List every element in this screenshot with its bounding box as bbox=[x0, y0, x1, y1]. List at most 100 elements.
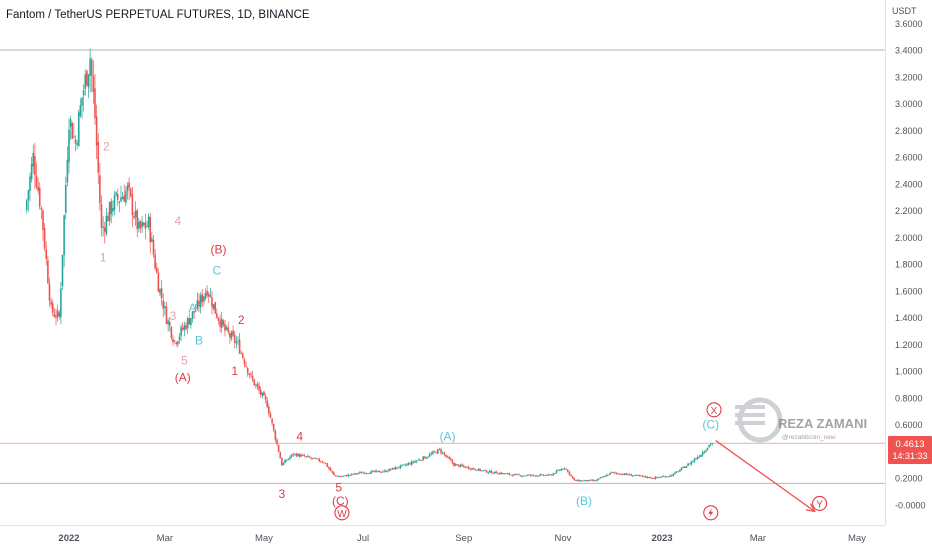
candle-body bbox=[409, 463, 411, 464]
candle-body bbox=[627, 474, 629, 475]
candle-body bbox=[580, 480, 582, 481]
candle-body bbox=[63, 215, 65, 255]
candle-body bbox=[294, 454, 296, 455]
candle-body bbox=[136, 210, 138, 229]
candle-body bbox=[677, 471, 679, 472]
wave-label: (A) bbox=[440, 430, 456, 444]
candle-body bbox=[41, 208, 43, 210]
candle-body bbox=[275, 431, 277, 440]
candle-body bbox=[297, 454, 299, 456]
candle-body bbox=[660, 477, 662, 478]
candle-body bbox=[278, 445, 280, 452]
candle-body bbox=[470, 469, 472, 470]
wave-label: (C) bbox=[702, 418, 719, 432]
candle-body bbox=[250, 374, 252, 375]
candle-body bbox=[444, 453, 446, 455]
candle-body bbox=[364, 473, 366, 474]
y-tick-label: 1.8000 bbox=[895, 260, 923, 270]
candle-body bbox=[219, 320, 221, 326]
wave-label: (A) bbox=[175, 371, 191, 385]
candle-body bbox=[697, 457, 699, 459]
candle-body bbox=[114, 195, 116, 210]
candle-body bbox=[91, 59, 93, 76]
candle-body bbox=[556, 471, 558, 474]
candle-body bbox=[172, 339, 174, 342]
candle-body bbox=[119, 202, 121, 203]
candle-body bbox=[291, 454, 293, 456]
currency-label: USDT bbox=[892, 6, 917, 16]
candle-body bbox=[34, 156, 36, 175]
candle-body bbox=[614, 472, 616, 473]
candle-body bbox=[154, 255, 156, 269]
candle-body bbox=[634, 475, 636, 476]
candle-body bbox=[679, 470, 681, 472]
candle-body bbox=[317, 459, 319, 460]
candle-body bbox=[42, 210, 44, 230]
candle-body bbox=[128, 182, 130, 187]
candle-body bbox=[489, 471, 491, 472]
y-tick-label: 0.8000 bbox=[895, 393, 923, 403]
candle-body bbox=[232, 331, 234, 336]
candle-body bbox=[664, 476, 666, 477]
candle-body bbox=[398, 468, 400, 469]
candle-body bbox=[36, 176, 38, 187]
candle-body bbox=[224, 324, 226, 331]
x-tick-label: 2023 bbox=[651, 533, 672, 544]
candle-body bbox=[510, 475, 512, 476]
candle-body bbox=[67, 160, 69, 183]
candle-body bbox=[655, 477, 657, 479]
candle-body bbox=[361, 472, 363, 473]
candle-body bbox=[434, 451, 436, 452]
candle-body bbox=[253, 379, 255, 385]
candle-body bbox=[356, 473, 358, 474]
candle-body bbox=[68, 130, 70, 163]
watermark-stripe bbox=[735, 413, 765, 417]
x-tick-label: Mar bbox=[750, 533, 766, 544]
candle-body bbox=[107, 216, 109, 222]
candle-body bbox=[638, 475, 640, 476]
candle-body bbox=[354, 473, 356, 474]
candle-body bbox=[596, 480, 598, 481]
candle-body bbox=[120, 197, 122, 201]
x-tick-label: Mar bbox=[157, 533, 173, 544]
candle-body bbox=[351, 474, 353, 475]
candle-body bbox=[457, 464, 459, 465]
candle-body bbox=[175, 342, 177, 343]
candle-body bbox=[565, 469, 567, 470]
candle-body bbox=[694, 459, 696, 462]
candle-body bbox=[569, 471, 571, 475]
candle-body bbox=[76, 143, 78, 145]
candle-body bbox=[252, 376, 254, 380]
candle-body bbox=[543, 475, 545, 476]
candle-body bbox=[125, 191, 127, 203]
candle-body bbox=[47, 260, 49, 283]
candle-body bbox=[28, 190, 30, 200]
candle-body bbox=[509, 473, 511, 475]
candle-body bbox=[598, 478, 600, 479]
candle-body bbox=[411, 461, 413, 464]
candle-body bbox=[247, 368, 249, 374]
candle-body bbox=[37, 187, 39, 191]
candle-body bbox=[52, 303, 54, 313]
candle-body bbox=[448, 457, 450, 459]
candle-body bbox=[135, 211, 137, 218]
candle-body bbox=[263, 392, 265, 396]
candle-body bbox=[101, 204, 103, 228]
candle-body bbox=[439, 449, 441, 450]
candle-body bbox=[577, 480, 579, 481]
candle-body bbox=[518, 474, 520, 475]
candle-body bbox=[331, 471, 333, 473]
candle-body bbox=[93, 76, 95, 92]
candle-body bbox=[54, 314, 56, 317]
candle-body bbox=[367, 473, 369, 474]
candle-body bbox=[344, 475, 346, 476]
candle-body bbox=[242, 354, 244, 359]
candle-body bbox=[318, 459, 320, 462]
candle-body bbox=[112, 208, 114, 212]
candle-body bbox=[612, 472, 614, 473]
watermark-stripe bbox=[735, 405, 765, 409]
candle-body bbox=[349, 475, 351, 476]
wave-label: 5 bbox=[181, 353, 188, 367]
candle-body bbox=[159, 289, 161, 294]
